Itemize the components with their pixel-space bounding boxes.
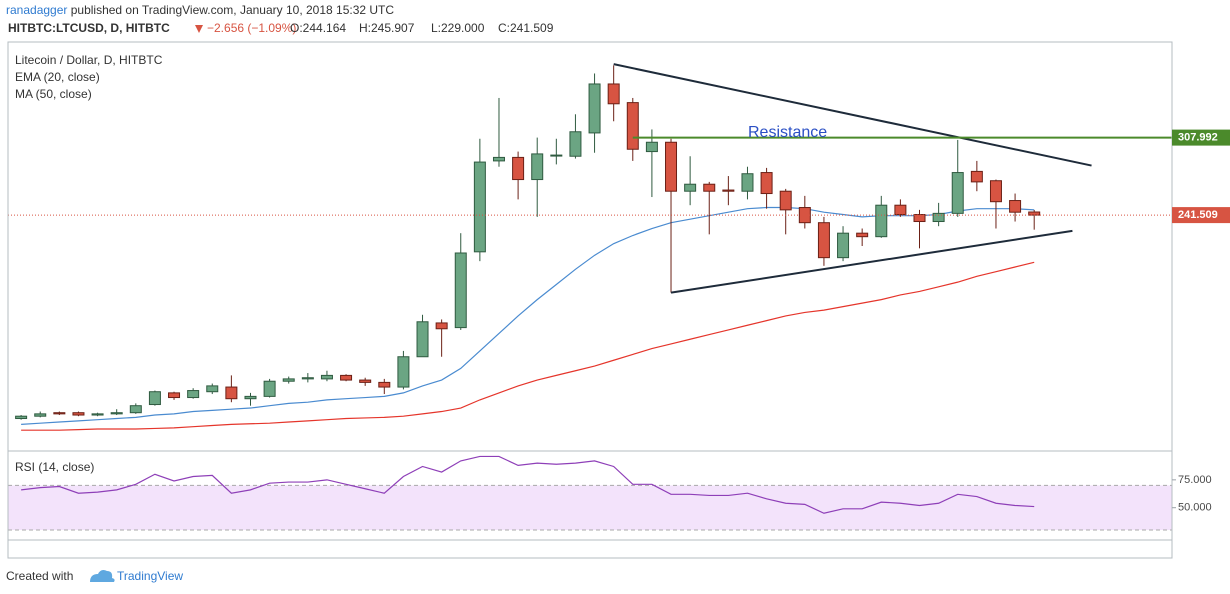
symbol: HITBTC:LTCUSD, D, HITBTC (8, 21, 170, 35)
level-tag-label: 307.992 (1178, 132, 1218, 144)
author[interactable]: ranadagger (6, 3, 67, 17)
candle-body (359, 379, 372, 383)
candle-body (244, 395, 257, 400)
candle-body (856, 232, 869, 238)
candle-body (550, 154, 563, 157)
candle-body (684, 183, 697, 192)
candle-body (894, 204, 907, 216)
candle-body (473, 161, 486, 253)
candle-body (626, 102, 639, 150)
candle-body (378, 381, 391, 388)
candle-body (340, 374, 353, 381)
candle-body (206, 385, 219, 393)
indicator-line (21, 261, 1035, 431)
candle-body (665, 141, 678, 192)
down-arrow (195, 25, 203, 33)
candle-body (817, 222, 830, 259)
candle-body (15, 415, 28, 420)
legend-rsi: RSI (14, close) (15, 460, 94, 474)
candle-body (435, 322, 448, 330)
candle-body (512, 156, 525, 181)
candle-body (741, 173, 754, 192)
candle-body (110, 412, 123, 415)
candle-body (53, 412, 66, 415)
candle-body (168, 392, 181, 399)
candle-body (760, 172, 773, 195)
annotation-label: Resistance (748, 124, 827, 141)
candle-body (913, 214, 926, 223)
candle-body (970, 170, 983, 183)
trendline (670, 229, 1073, 294)
candle-body (875, 204, 888, 238)
indicator-line (21, 455, 1035, 514)
candle-body (989, 180, 1002, 203)
candle-body (34, 413, 47, 417)
legend-ema: EMA (20, close) (15, 70, 100, 84)
candle-body (492, 156, 505, 162)
chart-title: Litecoin / Dollar, D, HITBTC (15, 53, 163, 67)
footer-text: Created with (6, 569, 73, 583)
legend-ma: MA (50, close) (15, 87, 92, 101)
high-value: H:245.907 (359, 21, 415, 35)
y-tick-label: 50.000 (1178, 502, 1212, 514)
published: published on TradingView.com, January 10… (67, 3, 394, 17)
candle-body (531, 153, 544, 181)
candle-body (416, 321, 429, 358)
trendline (613, 63, 1092, 167)
brand-logo[interactable] (90, 570, 115, 582)
last-price-label: 241.509 (1178, 209, 1218, 221)
candle-body (951, 172, 964, 214)
candle-body (703, 183, 716, 192)
candle-body (187, 390, 200, 399)
open-value: O:244.164 (290, 21, 346, 35)
candle-body (779, 190, 792, 211)
rsi-band (8, 485, 1172, 530)
header-line: ranadagger published on TradingView.com,… (6, 3, 394, 17)
last-price-tag (1172, 207, 1230, 224)
candle-body (1009, 200, 1022, 213)
change: −2.656 (−1.09%) (207, 21, 296, 35)
candle-body (282, 378, 295, 382)
candle-body (588, 83, 601, 134)
candle-body (72, 412, 85, 416)
plot-frame (7, 41, 1173, 559)
candle-body (645, 141, 658, 153)
candle-body (148, 391, 161, 406)
candle-body (798, 207, 811, 224)
candle-body (320, 374, 333, 380)
candle-body (301, 377, 314, 380)
y-tick-label: 75.000 (1178, 474, 1212, 486)
candle-body (569, 131, 582, 157)
low-value: L:229.000 (431, 21, 485, 35)
candle-body (225, 386, 238, 400)
level-tag (1172, 129, 1230, 146)
candle-body (722, 189, 735, 192)
close-value: C:241.509 (498, 21, 554, 35)
candle-body (837, 232, 850, 259)
candle-body (397, 356, 410, 388)
candle-body (932, 212, 945, 223)
candle-body (129, 405, 142, 414)
candle-body (607, 83, 620, 105)
footer-brand[interactable]: TradingView (117, 569, 183, 583)
candle-body (263, 380, 276, 397)
indicator-line (21, 206, 1035, 425)
candle-body (454, 252, 467, 329)
candle-body (91, 413, 104, 416)
